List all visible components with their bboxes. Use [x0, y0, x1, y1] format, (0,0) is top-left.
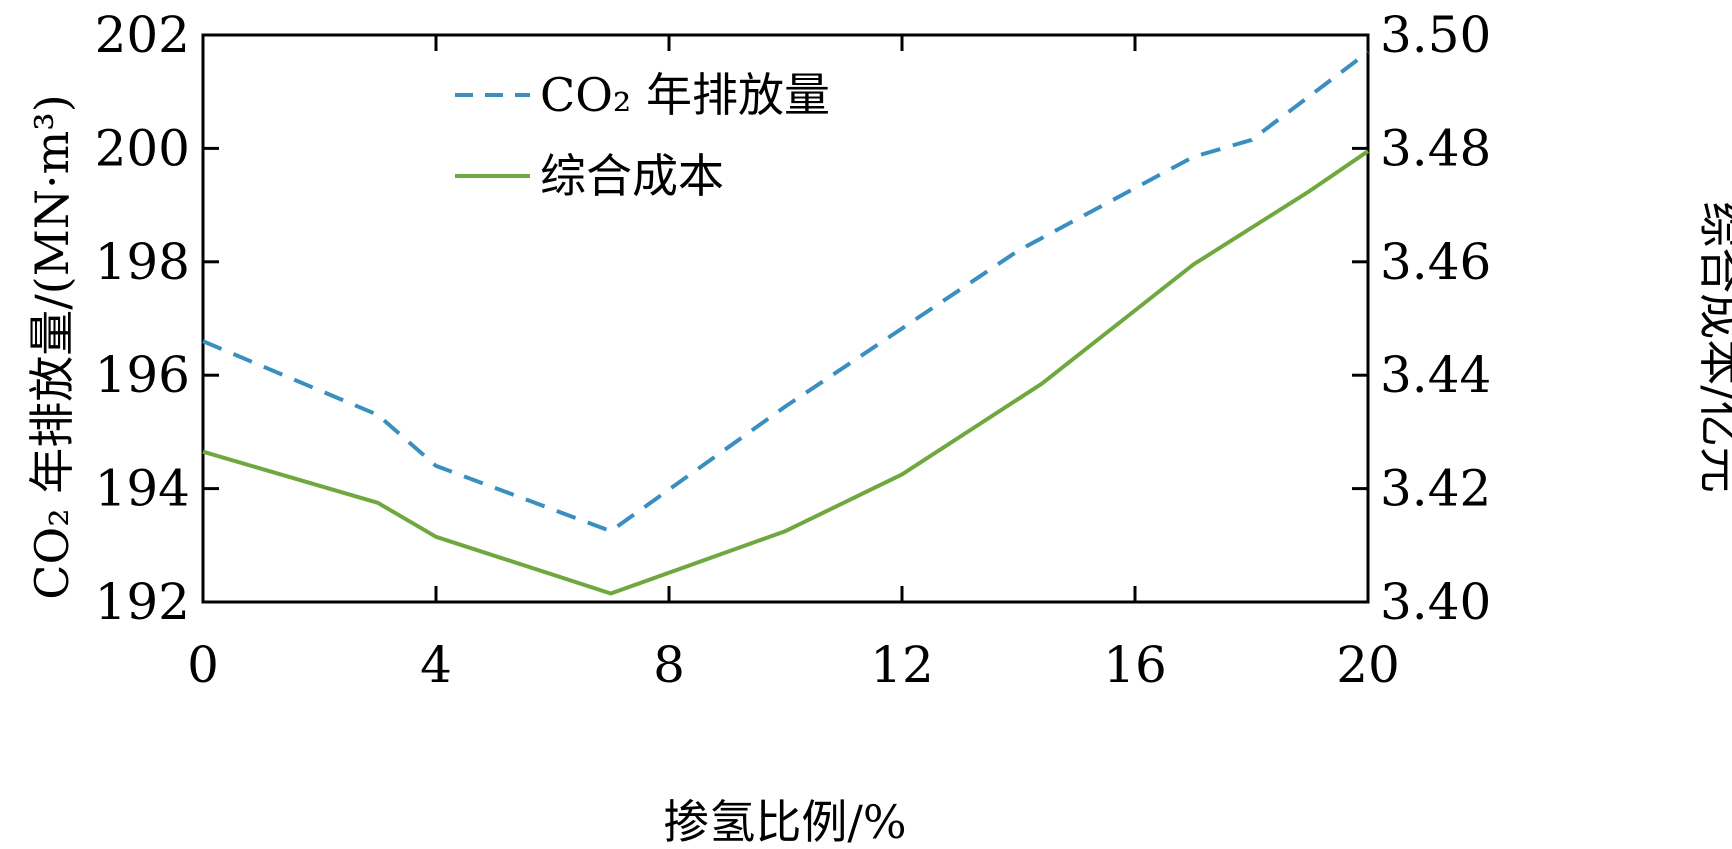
right-y-tick-label: 3.42 — [1380, 460, 1491, 518]
total-cost-line — [202, 149, 1370, 596]
x-tick-label: 16 — [1103, 636, 1167, 694]
left-y-tick-label: 202 — [95, 6, 190, 64]
legend-label: CO₂ 年排放量 — [540, 68, 830, 122]
left-y-axis-title: CO₂ 年排放量/(MN·m³) — [25, 94, 79, 599]
x-tick-label: 8 — [653, 636, 685, 694]
left-y-tick-label: 198 — [95, 233, 190, 291]
right-y-axis-ticks: 3.40 3.42 3.44 3.46 3.48 3.50 — [1352, 6, 1491, 631]
x-tick-label: 12 — [870, 636, 934, 694]
right-y-tick-label: 3.40 — [1380, 573, 1491, 631]
right-y-tick-label: 3.44 — [1380, 346, 1491, 404]
left-y-tick-label: 194 — [95, 460, 190, 518]
plot-area — [201, 33, 1370, 604]
legend-label: 综合成本 — [540, 149, 724, 203]
series-layer — [202, 50, 1370, 596]
x-tick-label: 4 — [420, 636, 452, 694]
left-y-tick-label: 196 — [95, 346, 190, 404]
left-y-axis-ticks: 192 194 196 198 200 202 — [95, 6, 219, 631]
co2-emission-line — [202, 50, 1370, 534]
plot-frame — [201, 33, 1370, 604]
right-y-tick-label: 3.48 — [1380, 119, 1491, 177]
x-tick-label: 20 — [1336, 636, 1400, 694]
x-axis-title: 掺氢比例/% — [663, 795, 906, 849]
x-axis-ticks: 0 4 8 12 16 20 — [187, 35, 1400, 694]
right-y-axis-title: 综合成本/亿元 — [1694, 201, 1732, 493]
right-y-tick-label: 3.46 — [1380, 233, 1491, 291]
left-y-tick-label: 192 — [95, 573, 190, 631]
x-tick-label: 0 — [187, 636, 219, 694]
left-y-tick-label: 200 — [95, 119, 190, 177]
right-y-tick-label: 3.50 — [1380, 6, 1491, 64]
